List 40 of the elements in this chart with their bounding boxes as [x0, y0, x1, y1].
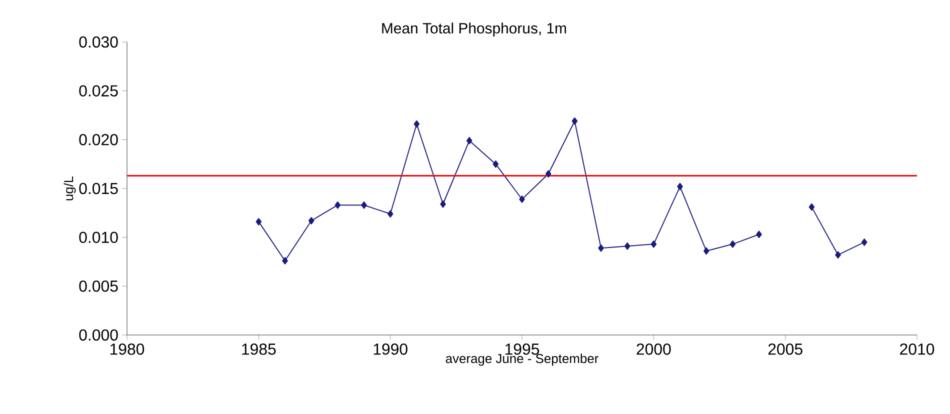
chart-title: Mean Total Phosphorus, 1m: [382, 22, 566, 36]
point: [650, 240, 657, 248]
point: [572, 117, 578, 125]
y-tick-label: 0.010: [79, 232, 118, 243]
point: [308, 217, 314, 224]
y-axis-title: ug/L: [64, 176, 76, 200]
point: [519, 196, 525, 203]
x-tick-label: 1985: [242, 344, 276, 355]
x-tick-label: 2010: [900, 344, 934, 355]
point: [861, 238, 868, 246]
x-tick-label: 2000: [636, 344, 671, 355]
x-tick-label: 1995: [505, 344, 540, 355]
point: [624, 242, 630, 250]
point: [835, 251, 841, 259]
point: [808, 203, 815, 211]
y-tick-label: 0.025: [79, 85, 118, 96]
x-tick-label: 2005: [768, 344, 802, 355]
x-tick-label: 1990: [374, 344, 408, 355]
point: [256, 218, 262, 226]
point: [703, 247, 710, 255]
x-tick-label: 1980: [110, 344, 144, 355]
point: [598, 244, 604, 252]
point: [334, 201, 341, 209]
point: [730, 240, 736, 248]
point: [361, 201, 367, 209]
point: [545, 170, 552, 178]
point: [282, 257, 288, 264]
point: [492, 160, 499, 168]
x-axis-title: average June - September: [446, 354, 598, 366]
point: [756, 230, 762, 238]
y-tick-label: 0.000: [79, 329, 118, 341]
y-tick-label: 0.030: [79, 36, 118, 48]
point: [677, 182, 683, 190]
y-tick-label: 0.005: [79, 280, 118, 292]
point: [466, 136, 472, 144]
point: [387, 210, 394, 218]
point: [440, 200, 446, 208]
point: [414, 120, 420, 128]
y-tick-label: 0.020: [79, 134, 118, 146]
y-tick-label: 0.015: [79, 182, 118, 194]
